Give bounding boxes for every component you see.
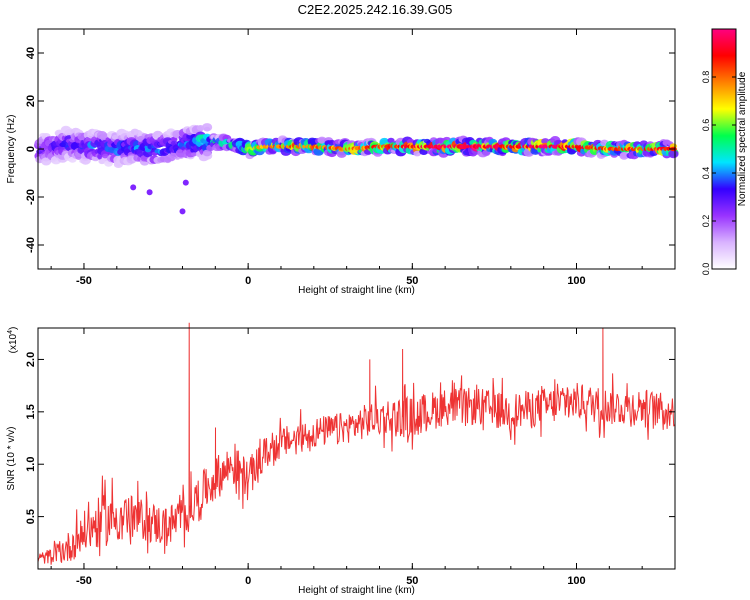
y-tick-label: -40 [25,237,37,253]
colorbar-tick-label: 0.4 [701,167,711,180]
heatmap-cell [171,137,178,142]
y-tick-label: 2.0 [25,352,37,367]
snr-multiplier-base: (x10 [8,333,19,353]
colorbar: 0.0 0.2 0.4 0.6 0.8 Normalized spectral ampl… [701,28,748,276]
heatmap-cell [413,150,422,157]
snr-multiplier-exponent: 4 [7,330,14,334]
heatmap-cell [620,151,629,159]
colorbar-tick-label: 0.2 [701,215,711,228]
x-tick-label: 0 [245,575,251,587]
snr-series-line [37,322,675,565]
snr-xlabel: Height of straight line (km) [298,585,415,596]
spectrogram-xlabel: Height of straight line (km) [298,285,415,296]
y-tick-label: 20 [25,95,37,107]
heatmap-outlier [179,208,186,215]
heatmap-cell [190,152,198,157]
heatmap-outlier [130,184,137,191]
heatmap-cell [202,149,212,157]
y-tick-label: 0.5 [25,509,37,524]
snr-panel: -50 0 50 100 0.5 1.0 1.5 2.0 Height of straight… [6,322,676,596]
snr-multiplier: (x104) [7,327,19,354]
colorbar-gradient [711,28,737,270]
spectrogram-ylabel: Frequency (Hz) [6,115,17,184]
heatmap-cell [317,136,327,144]
colorbar-tick-label: 0.6 [701,119,711,132]
spectrogram-heatmap [34,123,679,215]
colorbar-tick-label: 0.0 [701,263,711,276]
x-tick-label: 0 [245,275,251,287]
x-tick-label: 100 [567,275,585,287]
spectrogram-ticks: -50 0 50 100 -40 -20 0 20 40 [25,29,676,287]
y-tick-label: 0 [25,146,37,152]
x-tick-label: -50 [76,575,92,587]
x-tick-label: -50 [76,275,92,287]
y-tick-label: -20 [25,189,37,205]
colorbar-tick-label: 0.8 [701,71,711,84]
heatmap-cell [102,153,109,159]
y-tick-label: 40 [25,47,37,59]
x-tick-label: 50 [406,275,418,287]
snr-frame [37,327,676,570]
colorbar-label: Normalized spectral amplitude [737,71,748,206]
heatmap-outlier [146,189,153,196]
spectrogram-panel: -50 0 50 100 -40 -20 0 20 40 Height of straight … [6,28,679,296]
snr-ticks: -50 0 50 100 0.5 1.0 1.5 2.0 [25,328,676,587]
heatmap-cell [111,134,119,140]
heatmap-cell [143,149,153,158]
figure-title: C2E2.2025.242.16.39.G05 [298,2,453,17]
x-tick-label: 50 [406,575,418,587]
x-tick-label: 100 [567,575,585,587]
heatmap-cell [668,149,679,159]
y-tick-label: 1.0 [25,457,37,472]
y-tick-label: 1.5 [25,404,37,419]
snr-ylabel: SNR (10 * v/v) [6,427,17,491]
heatmap-outlier [182,179,189,186]
heatmap-cell [387,137,395,143]
heatmap-cell [202,123,213,132]
colorbar-ticks: 0.0 0.2 0.4 0.6 0.8 [701,71,736,276]
